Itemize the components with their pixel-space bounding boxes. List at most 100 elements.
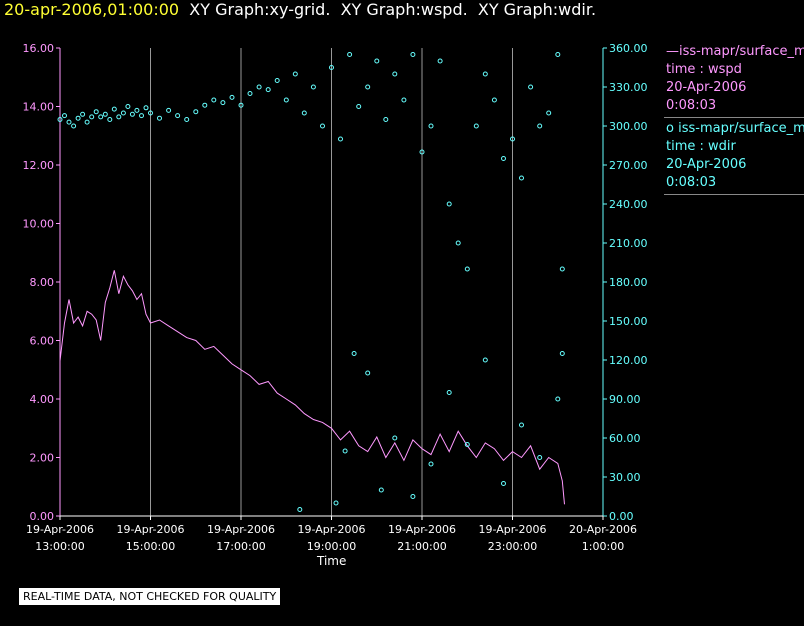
series-wdir-point — [120, 110, 126, 116]
series-wdir-point — [383, 117, 389, 122]
header-graphs: XY Graph:xy-grid. XY Graph:wspd. XY Grap… — [189, 0, 597, 19]
series-wdir-point — [256, 84, 262, 90]
y-right-tick-label: 60.00 — [609, 432, 641, 445]
series-wdir-point — [374, 58, 380, 64]
quality-note: REAL-TIME DATA, NOT CHECKED FOR QUALITY — [19, 588, 281, 605]
series-wdir-point — [66, 119, 72, 125]
series-wdir-point — [519, 175, 524, 181]
x-tick-label-time: 13:00:00 — [35, 540, 84, 553]
series-wdir-point — [555, 52, 561, 57]
series-wdir-point — [464, 266, 470, 272]
y-right-tick-label: 120.00 — [609, 354, 648, 367]
legend-wspd-symbol: — — [666, 44, 679, 59]
legend: —iss-mapr/surface_m time : wspd 20-Apr-2… — [664, 43, 804, 197]
y-left-tick-label: 2.00 — [30, 452, 55, 465]
series-wdir-point — [428, 461, 434, 467]
series-wdir-point — [446, 201, 452, 207]
series-wdir-point — [342, 448, 348, 454]
header-timestamp: 20-apr-2006,01:00:00 — [4, 0, 180, 19]
series-wdir-point — [419, 149, 425, 155]
series-wdir-point — [134, 107, 140, 113]
y-right-tick-label: 240.00 — [609, 198, 648, 211]
legend-wspd-time: 0:08:03 — [666, 98, 717, 113]
series-wdir-point — [157, 115, 162, 121]
series-wdir-point — [102, 111, 108, 117]
series-wdir-point — [537, 123, 543, 129]
series-wdir-point — [62, 113, 67, 119]
legend-wdir-axes: time : wdir — [666, 139, 736, 154]
series-wdir-point — [510, 136, 515, 142]
legend-divider-bottom — [664, 194, 804, 195]
series-wdir-point — [392, 71, 398, 77]
x-axis-title: Time — [317, 554, 347, 568]
series-wdir-point — [401, 97, 407, 103]
y-right-tick-label: 0.00 — [609, 510, 634, 523]
series-wdir-point — [283, 97, 289, 103]
series-wdir-point — [202, 102, 208, 108]
legend-entry-wdir: o iss-mapr/surface_m time : wdir 20-Apr-… — [664, 120, 804, 192]
series-wdir-point — [320, 123, 325, 129]
series-wdir-point — [89, 114, 95, 120]
series-wdir-point — [75, 115, 81, 121]
series-wdir-point — [166, 107, 172, 113]
legend-wdir-time: 0:08:03 — [666, 175, 717, 190]
series-wdir-point — [297, 507, 303, 512]
series-wdir-point — [129, 111, 135, 117]
x-tick-label-time: 23:00:00 — [488, 540, 537, 553]
legend-entry-wspd: —iss-mapr/surface_m time : wspd 20-Apr-2… — [664, 43, 804, 115]
series-wdir-point — [437, 58, 443, 64]
x-tick-label-date: 19-Apr-2006 — [388, 523, 456, 536]
series-wdir-point — [356, 104, 362, 109]
legend-wdir-source-text: iss-mapr/surface_m — [678, 121, 804, 136]
series-wdir-point — [220, 100, 226, 106]
series-wdir-point — [365, 370, 371, 376]
series-wdir-point — [310, 84, 316, 90]
series-wdir-point — [247, 91, 253, 96]
legend-wdir-date: 20-Apr-2006 — [666, 157, 747, 172]
x-tick-label-time: 21:00:00 — [397, 540, 446, 553]
series-wdir-point — [107, 117, 113, 122]
series-wdir-point — [555, 396, 561, 402]
legend-wspd-axes: time : wspd — [666, 62, 742, 77]
series-wdir-point — [528, 84, 534, 90]
series-wdir-point — [482, 71, 488, 77]
y-left-tick-label: 8.00 — [30, 276, 55, 289]
series-wdir-point — [301, 110, 307, 116]
legend-wdir-symbol: o — [666, 121, 674, 136]
series-wdir-point — [347, 52, 353, 57]
x-tick-label-date: 19-Apr-2006 — [297, 523, 365, 536]
series-wdir-point — [410, 52, 416, 57]
header-title: 20-apr-2006,01:00:00 XY Graph:xy-grid. X… — [4, 0, 596, 19]
series-wdir-point — [71, 123, 77, 129]
series-wdir-point — [116, 114, 122, 120]
legend-wspd-date: 20-Apr-2006 — [666, 80, 747, 95]
series-wdir-point — [546, 110, 552, 116]
series-wdir-point — [238, 102, 244, 108]
x-tick-label-time: 15:00:00 — [126, 540, 175, 553]
y-left-tick-label: 6.00 — [30, 335, 55, 348]
y-right-tick-label: 300.00 — [609, 120, 648, 133]
series-wdir-point — [455, 240, 461, 246]
y-right-tick-label: 30.00 — [609, 471, 641, 484]
y-left-tick-label: 0.00 — [30, 510, 55, 523]
series-wdir-point — [265, 87, 271, 93]
y-right-tick-label: 180.00 — [609, 276, 648, 289]
series-wdir-point — [410, 494, 416, 499]
series-wdir-point — [193, 109, 199, 115]
series-wdir-point — [80, 111, 86, 117]
y-left-tick-label: 4.00 — [30, 393, 55, 406]
x-tick-label-date: 19-Apr-2006 — [26, 523, 94, 536]
series-wdir-point — [537, 455, 543, 460]
series-wdir-point — [57, 117, 63, 122]
series-wdir-point — [333, 500, 339, 506]
series-wdir-point — [501, 156, 506, 161]
x-tick-label-date: 19-Apr-2006 — [116, 523, 184, 536]
series-wdir-point — [139, 113, 144, 119]
series-wdir-point — [482, 357, 488, 363]
series-wdir-point — [93, 109, 99, 115]
legend-wspd-source-text: iss-mapr/surface_m — [679, 44, 804, 59]
series-wdir-point — [501, 481, 506, 486]
series-wdir-point — [559, 351, 565, 356]
series-wdir-point — [329, 65, 334, 70]
